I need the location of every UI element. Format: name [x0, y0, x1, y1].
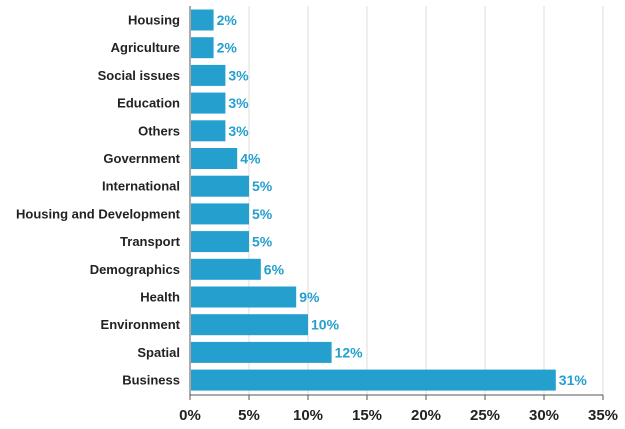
value-label: 12% [335, 344, 364, 360]
bar [191, 120, 226, 142]
x-tick-label: 30% [529, 407, 559, 424]
category-label: Business [122, 373, 180, 388]
value-label: 5% [252, 206, 273, 222]
category-label: Spatial [137, 345, 180, 360]
category-label: Health [140, 290, 180, 305]
category-label: International [102, 179, 180, 194]
value-labels: 2% 2% 3% 3% 3% 4% 5% 5% 5% 6% 9% 10% 12% 31% [217, 12, 588, 388]
bars [191, 9, 556, 391]
x-tick-label: 0% [179, 407, 201, 424]
bar [191, 9, 214, 31]
bar [191, 258, 261, 280]
category-label: Government [103, 151, 180, 166]
value-label: 5% [252, 234, 273, 250]
value-label: 5% [252, 178, 273, 194]
bar [191, 92, 226, 114]
category-label: Transport [120, 234, 181, 249]
bar [191, 286, 297, 308]
bar [191, 341, 332, 363]
value-label: 4% [240, 151, 261, 167]
bar [191, 369, 556, 391]
bar [191, 37, 214, 59]
axes [189, 6, 604, 400]
category-label: Housing and Development [16, 206, 181, 221]
category-label: Agriculture [111, 40, 180, 55]
value-label: 3% [228, 67, 249, 83]
x-tick-labels: 0% 5% 10% 15% 20% 25% 30% 35% [179, 407, 618, 424]
value-label: 2% [217, 12, 238, 28]
x-tick-label: 5% [238, 407, 260, 424]
category-label: Others [138, 123, 180, 138]
x-tick-label: 10% [293, 407, 323, 424]
value-label: 31% [559, 372, 588, 388]
bar [191, 64, 226, 86]
category-label: Housing [128, 13, 180, 28]
category-label: Social issues [98, 68, 180, 83]
value-label: 2% [217, 40, 238, 56]
gridlines [248, 6, 604, 395]
x-tick-label: 25% [470, 407, 500, 424]
x-tick-label: 15% [352, 407, 382, 424]
value-label: 3% [228, 95, 249, 111]
value-label: 6% [264, 261, 285, 277]
category-label: Environment [101, 317, 181, 332]
value-label: 10% [311, 317, 340, 333]
category-labels: Housing Agriculture Social issues Education… [16, 13, 181, 388]
value-label: 9% [299, 289, 320, 305]
value-label: 3% [228, 123, 249, 139]
x-tick-label: 35% [588, 407, 618, 424]
bar [191, 148, 238, 169]
bar [191, 314, 308, 336]
x-tick-label: 20% [411, 407, 441, 424]
bar [191, 231, 249, 253]
category-label: Education [117, 96, 180, 111]
bar [191, 203, 249, 225]
bar [191, 175, 249, 197]
category-label: Demographics [90, 262, 180, 277]
